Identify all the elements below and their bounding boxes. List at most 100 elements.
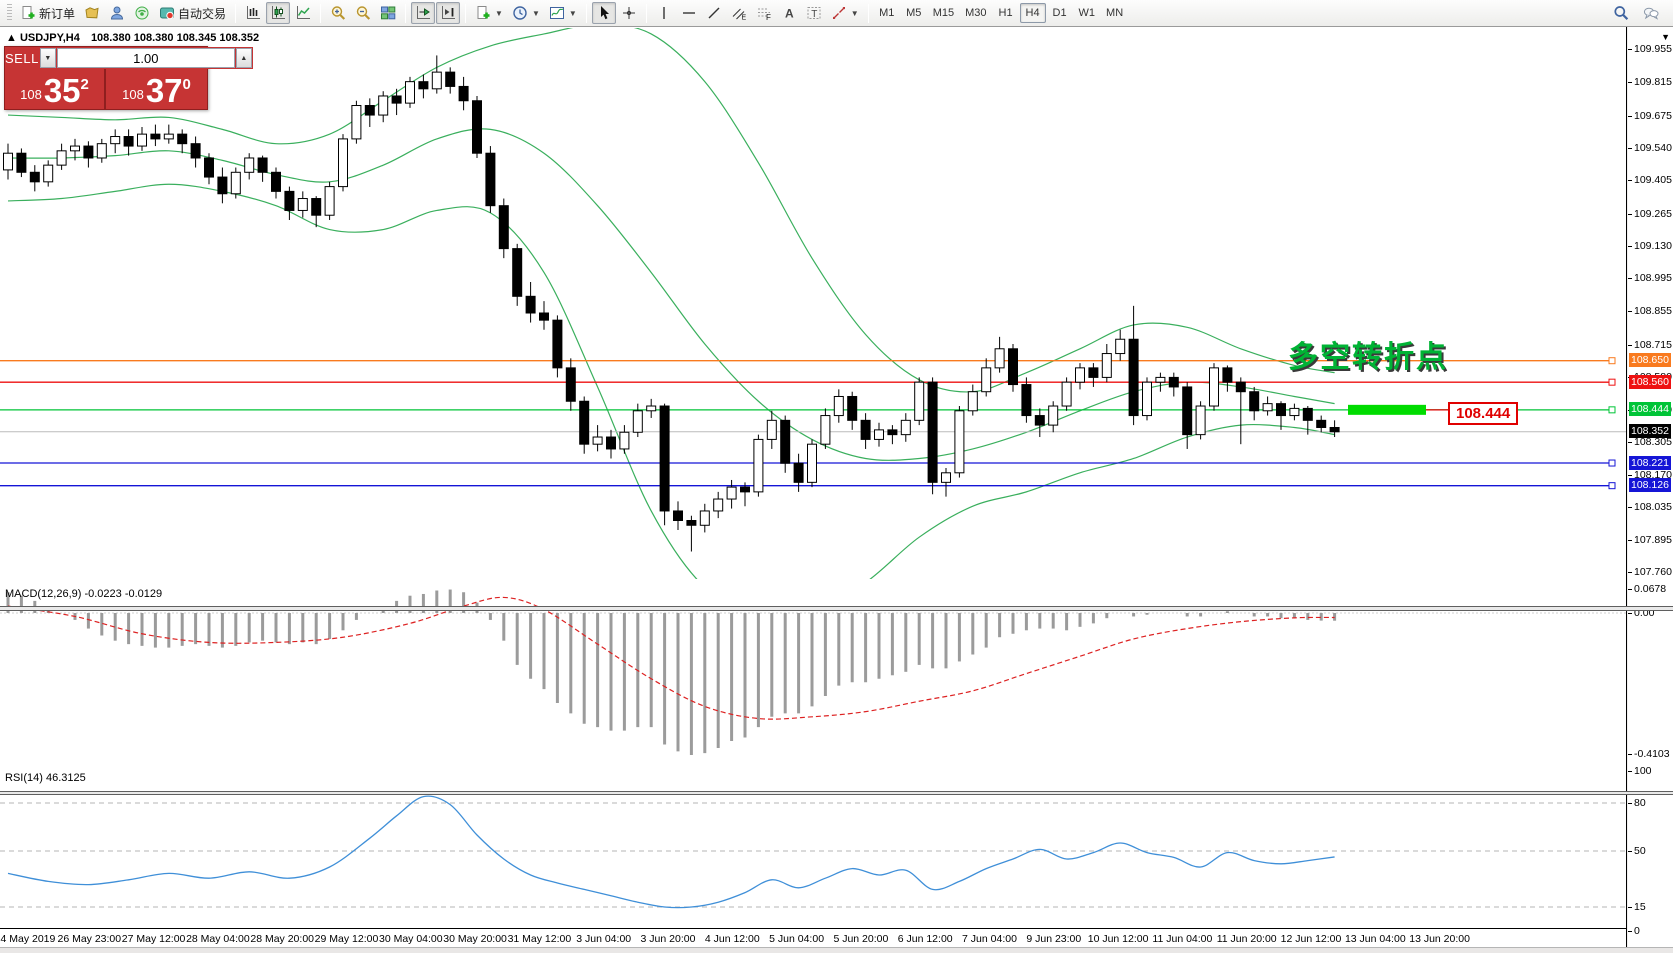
- price-tick: 108.715: [1634, 339, 1672, 351]
- pane-splitter-rsi[interactable]: [0, 791, 1673, 795]
- zoom-out-button[interactable]: [351, 2, 375, 24]
- timeframe-button-m15[interactable]: M15: [932, 7, 955, 19]
- time-label: 5 Jun 04:00: [769, 933, 825, 945]
- bullish-candle: [351, 105, 362, 140]
- time-label: 4 Jun 12:00: [704, 933, 760, 945]
- channel-glyph: E: [732, 8, 746, 21]
- time-label: 12 Jun 12:00: [1280, 933, 1342, 945]
- textT-glyph: T: [807, 7, 821, 20]
- toolbar-separator: [867, 3, 869, 23]
- scale-tick: [1628, 507, 1632, 508]
- periods-dropdown[interactable]: ▼: [508, 2, 544, 24]
- pane-splitter-macd[interactable]: [0, 606, 1673, 611]
- time-label: 5 Jun 20:00: [833, 933, 889, 945]
- bearish-candle: [525, 295, 536, 314]
- chart-profile-button[interactable]: [80, 2, 104, 24]
- line-handle[interactable]: [1608, 459, 1616, 467]
- price-tag-108.221: 108.221: [1629, 456, 1671, 470]
- trendline-button[interactable]: [702, 2, 726, 24]
- bullish-candle: [619, 431, 630, 450]
- vertical-line-button[interactable]: [652, 2, 676, 24]
- zoom-in-glyph: [331, 6, 346, 20]
- volume-input[interactable]: [56, 48, 235, 68]
- candlestick-button[interactable]: [266, 2, 291, 24]
- crosshair-button[interactable]: [617, 2, 641, 24]
- new-order-button[interactable]: 新订单: [16, 2, 79, 24]
- search-icon[interactable]: [1609, 2, 1633, 24]
- sell-button[interactable]: SELL: [5, 50, 39, 66]
- fibonacci-button[interactable]: F: [752, 2, 776, 24]
- bearish-candle: [887, 429, 898, 436]
- scale-tick: [1628, 180, 1632, 181]
- timeframe-button-d1[interactable]: D1: [1052, 7, 1067, 19]
- auto-scroll-button[interactable]: [411, 2, 436, 24]
- chat-glyph: [1643, 7, 1659, 20]
- text-button[interactable]: A: [777, 2, 801, 24]
- cursor-button[interactable]: [591, 2, 616, 24]
- market-watch-button[interactable]: [105, 2, 129, 24]
- volume-decrease-button[interactable]: ▼: [39, 48, 56, 68]
- macd-indicator-pane[interactable]: [0, 584, 1627, 764]
- chart-shift-button[interactable]: [436, 2, 461, 24]
- status-bar: [0, 947, 1673, 953]
- scale-tick: [1628, 851, 1632, 852]
- line-handle[interactable]: [1608, 406, 1616, 414]
- arrows-dropdown[interactable]: ▼: [827, 2, 863, 24]
- line-handle[interactable]: [1608, 378, 1616, 386]
- timeframe-button-h1[interactable]: H1: [998, 7, 1013, 19]
- price-scale-column[interactable]: 109.955 109.815 109.675 109.540 109.405 109.2…: [1628, 27, 1673, 953]
- highlight-bar-annotation[interactable]: [1348, 404, 1426, 415]
- line-handle[interactable]: [1608, 482, 1616, 490]
- sell-price-button[interactable]: 108 35 2: [5, 69, 106, 109]
- autotrading-button[interactable]: 自动交易: [155, 2, 230, 24]
- zoom-in-button[interactable]: [326, 2, 350, 24]
- timeframe-button-w1[interactable]: W1: [1078, 7, 1096, 19]
- navigator-button[interactable]: [130, 2, 154, 24]
- bullish-candle: [163, 133, 174, 140]
- text-label-button[interactable]: T: [802, 2, 826, 24]
- time-label: 11 Jun 20:00: [1216, 933, 1277, 945]
- bar-chart-button[interactable]: [241, 2, 265, 24]
- chart-canvas[interactable]: ▲ USDJPY,H4 108.380 108.380 108.345 108.…: [0, 27, 1627, 953]
- timeframe-button-m30[interactable]: M30: [965, 7, 987, 19]
- chartshift-glyph: [442, 6, 456, 19]
- timeframe-button-m1[interactable]: M1: [879, 7, 895, 19]
- timeframe-button-m5[interactable]: M5: [906, 7, 922, 19]
- buy-button[interactable]: BUY: [252, 50, 282, 66]
- chat-icon[interactable]: [1639, 2, 1663, 24]
- bearish-candle: [860, 419, 871, 440]
- bearish-candle: [552, 319, 563, 369]
- equidistant-channel-button[interactable]: E: [727, 2, 751, 24]
- bearish-candle: [271, 171, 281, 192]
- time-label: 30 May 20:00: [443, 933, 507, 945]
- scale-tick: [1628, 442, 1632, 443]
- tile-windows-button[interactable]: [376, 2, 400, 24]
- rsi-indicator-pane[interactable]: [0, 768, 1627, 929]
- timeframe-button-h4[interactable]: H4: [1019, 3, 1046, 23]
- horizontal-line-button[interactable]: [677, 2, 701, 24]
- price-chart-pane[interactable]: [0, 28, 1627, 579]
- bearish-candle: [217, 176, 228, 195]
- buy-price-button[interactable]: 108 37 0: [106, 69, 207, 109]
- line-chart-button[interactable]: [291, 2, 315, 24]
- bearish-candle: [472, 100, 482, 154]
- bearish-candle: [1034, 415, 1045, 426]
- collapse-icon[interactable]: ▲: [6, 32, 17, 44]
- price-tick: 108.305: [1634, 436, 1672, 448]
- new-chart-dropdown[interactable]: ▼: [471, 2, 507, 24]
- bearish-candle: [284, 190, 295, 211]
- price-tick: 109.815: [1634, 76, 1672, 88]
- indicators-dropdown[interactable]: ▼: [545, 2, 581, 24]
- bars-glyph: [247, 6, 261, 19]
- bullish-candle: [1209, 367, 1219, 407]
- rsi-label: RSI(14) 46.3125: [5, 772, 86, 784]
- signal-glyph: [135, 6, 149, 20]
- turning-point-annotation[interactable]: 多空转折点: [1288, 341, 1448, 374]
- bullish-candle: [1115, 338, 1126, 355]
- scale-context-arrow[interactable]: ▼: [1661, 32, 1670, 42]
- volume-increase-button[interactable]: ▲: [235, 48, 252, 68]
- line-handle[interactable]: [1608, 357, 1616, 365]
- price-callout-108444[interactable]: 108.444: [1448, 402, 1519, 425]
- toolbar-grip[interactable]: [7, 4, 12, 22]
- timeframe-button-mn[interactable]: MN: [1106, 7, 1124, 19]
